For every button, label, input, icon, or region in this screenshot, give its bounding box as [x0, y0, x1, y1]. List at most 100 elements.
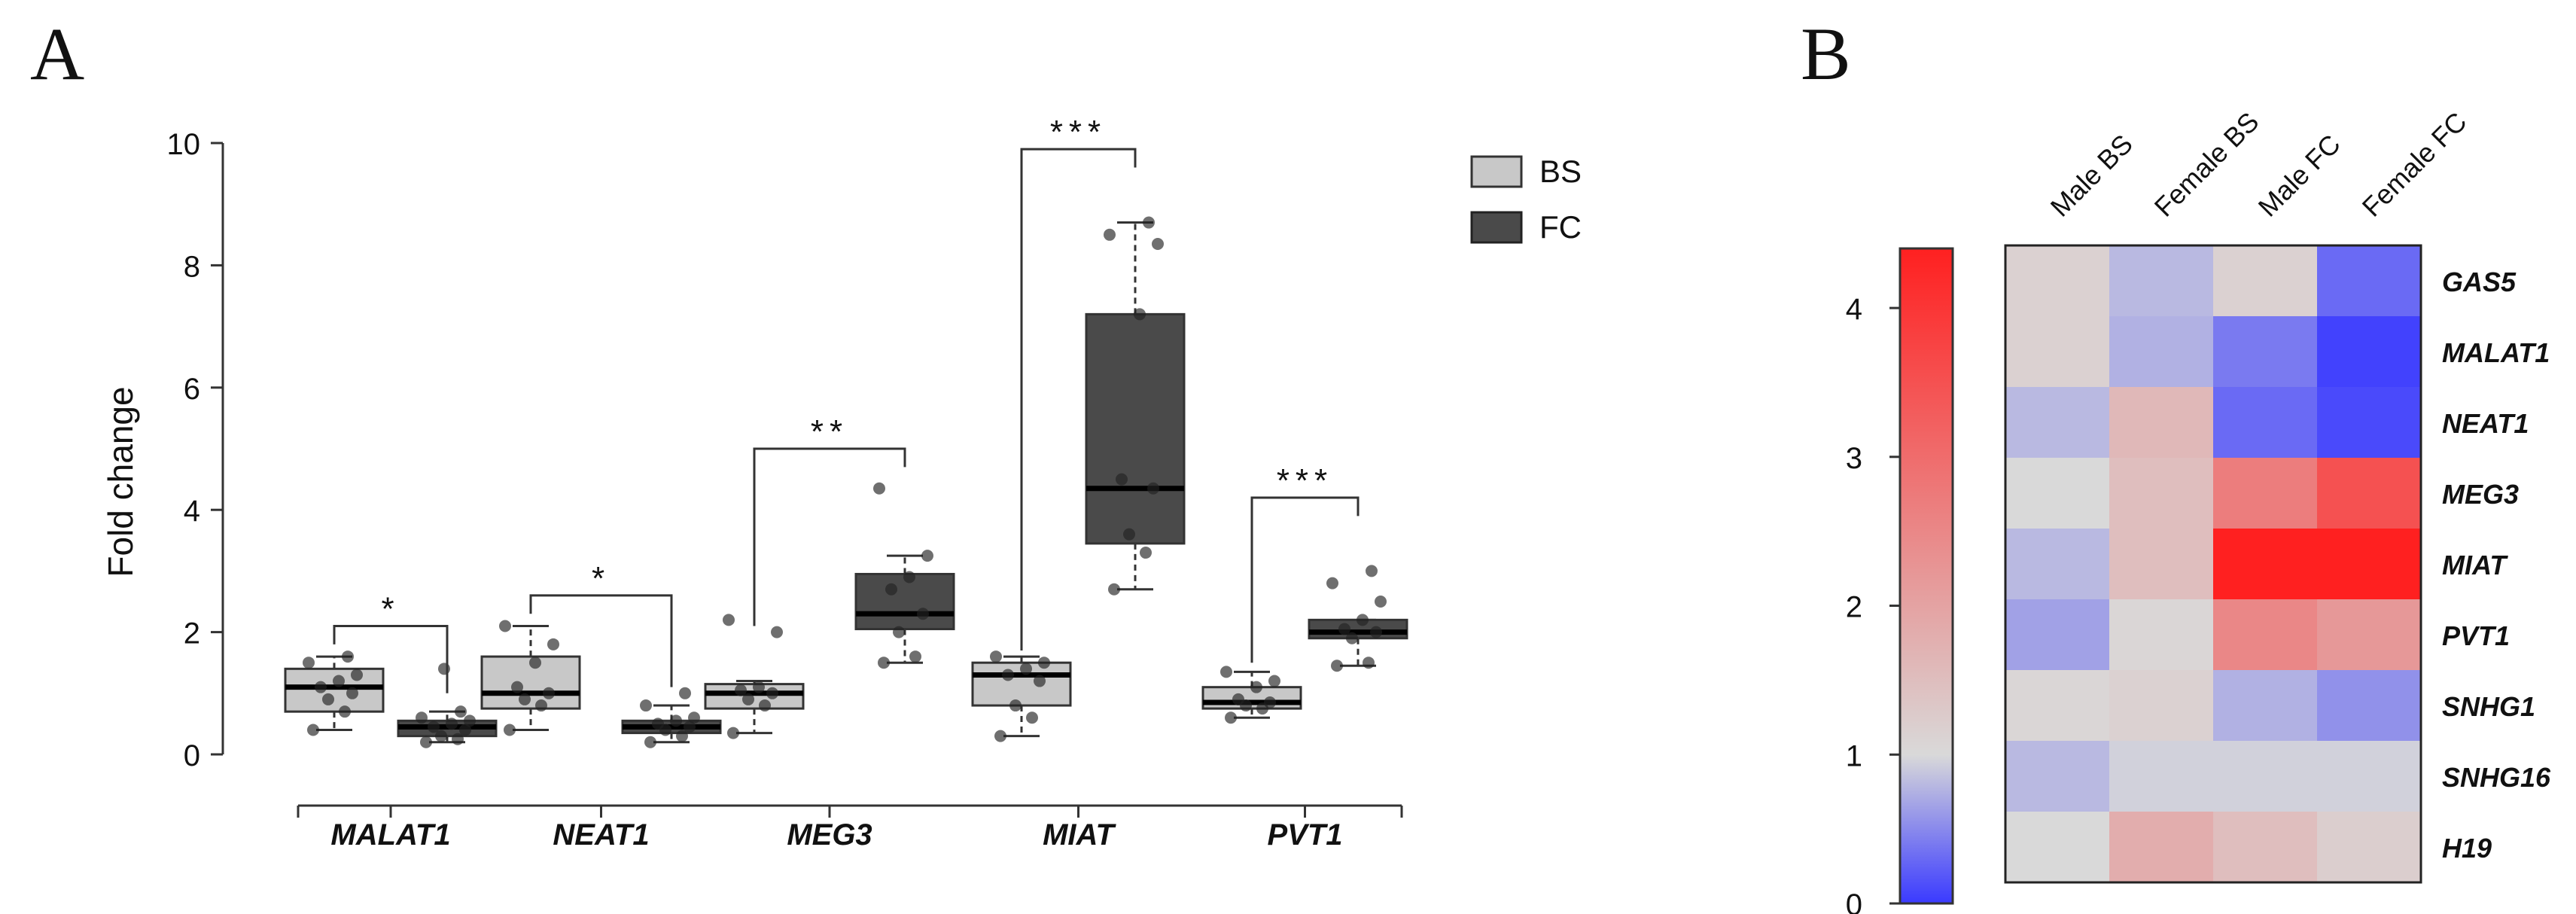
heatmap-cell	[2109, 458, 2213, 529]
y-tick-label: 10	[167, 128, 201, 161]
heatmap-row-label: MEG3	[2442, 479, 2519, 510]
legend-label-fc: FC	[1539, 209, 1582, 245]
heatmap-cell	[2005, 812, 2109, 882]
data-point	[1009, 699, 1022, 712]
data-point	[1147, 482, 1159, 495]
data-point	[438, 663, 450, 675]
x-tick-label: NEAT1	[553, 818, 649, 852]
y-axis-label: Fold change	[101, 386, 140, 577]
heatmap-cell	[2005, 599, 2109, 670]
x-tick-label: MEG3	[787, 818, 872, 852]
x-tick-label: PVT1	[1267, 818, 1342, 852]
colorbar-tick-label: 1	[1846, 739, 1862, 772]
heatmap-cell	[2213, 529, 2317, 599]
heatmap-cell	[2317, 387, 2421, 458]
heatmap-row-label: H19	[2442, 833, 2492, 864]
data-point	[1338, 623, 1350, 635]
heatmap-cell	[2213, 741, 2317, 812]
heatmap-cell	[2005, 245, 2109, 316]
data-point	[670, 714, 682, 727]
data-point	[346, 687, 358, 699]
box-body	[284, 667, 385, 713]
data-point	[766, 687, 778, 699]
data-point	[529, 657, 541, 669]
significance-bracket	[753, 447, 906, 626]
significance-label: *	[592, 560, 611, 597]
box-body	[1085, 312, 1186, 545]
data-point	[644, 736, 656, 748]
heatmap-cell	[2317, 741, 2421, 812]
data-point	[759, 699, 771, 712]
legend-swatch-bs	[1470, 155, 1523, 188]
significance-label: ***	[1277, 462, 1333, 499]
heatmap-column-label: Male BS	[2045, 128, 2139, 222]
heatmap-cell	[2005, 670, 2109, 741]
colorbar-tick-label: 0	[1846, 888, 1862, 914]
data-point	[753, 681, 765, 693]
data-point	[994, 730, 1006, 742]
data-point	[1357, 614, 1369, 626]
box-bs-miat	[971, 650, 1072, 742]
data-point	[333, 675, 345, 687]
data-point	[307, 724, 319, 736]
data-point	[735, 684, 747, 696]
data-point	[679, 687, 691, 699]
data-point	[652, 717, 664, 730]
colorbar: 0 1 2 3 4	[1846, 247, 1954, 914]
data-point	[1250, 681, 1262, 693]
heatmap-cell	[2317, 670, 2421, 741]
x-tick-label: MIAT	[1043, 818, 1116, 852]
data-point	[903, 571, 915, 583]
box-fc-pvt1	[1308, 565, 1408, 672]
y-axis: 0 2 4 6 8 10	[167, 128, 224, 772]
heatmap-cell	[2109, 245, 2213, 316]
data-point	[446, 717, 458, 730]
heatmap-cell	[2109, 387, 2213, 458]
heatmap-row-label: PVT1	[2442, 620, 2510, 651]
heatmap-cell	[2005, 316, 2109, 387]
heatmap-cell	[2213, 316, 2317, 387]
data-point	[1134, 308, 1146, 321]
legend: BS FC	[1470, 154, 1582, 245]
colorbar-tick-label: 2	[1846, 591, 1862, 624]
box-body	[480, 655, 581, 710]
colorbar-gradient	[1899, 247, 1954, 905]
heatmap-panel: GAS5 MALAT1 NEAT1 MEG3 MIAT PVT1 SNHG1 SNHG16 H1…	[2004, 106, 2551, 884]
box-fc-miat	[1085, 216, 1186, 596]
significance-miat: ***	[1020, 114, 1137, 650]
heatmap-cell	[2213, 599, 2317, 670]
heatmap-border	[2004, 244, 2422, 884]
data-point	[1108, 583, 1120, 596]
data-point	[727, 727, 739, 739]
y-tick-label: 2	[184, 617, 200, 650]
box-bs-neat1	[480, 620, 581, 736]
heatmap-cell	[2109, 529, 2213, 599]
data-point	[873, 482, 885, 495]
boxplot-panel: Fold change 0 2 4 6 8 10 MALAT1 NEAT1 MEG3 MIAT P…	[101, 114, 1408, 852]
significance-bracket	[1250, 496, 1360, 663]
data-point	[1020, 663, 1032, 675]
data-point	[771, 626, 783, 638]
data-point	[1375, 596, 1387, 608]
data-point	[676, 730, 688, 742]
data-point	[315, 681, 327, 693]
y-tick-label: 8	[184, 250, 200, 283]
data-point	[499, 620, 511, 632]
data-point	[688, 711, 700, 724]
heatmap-cell	[2109, 599, 2213, 670]
box-fc-meg3	[854, 482, 955, 669]
data-point	[1220, 666, 1232, 678]
data-point	[416, 711, 428, 724]
data-point	[640, 699, 652, 712]
heatmap-cell	[2005, 741, 2109, 812]
data-point	[504, 724, 516, 736]
panel-b-label: B	[1801, 12, 1851, 96]
data-point	[1232, 693, 1244, 705]
y-tick-label: 0	[184, 739, 200, 772]
heatmap-cell	[2005, 529, 2109, 599]
heatmap-row-label: SNHG16	[2442, 762, 2551, 793]
legend-swatch-fc	[1470, 211, 1523, 244]
data-point	[1026, 711, 1038, 724]
significance-label: **	[811, 413, 848, 450]
